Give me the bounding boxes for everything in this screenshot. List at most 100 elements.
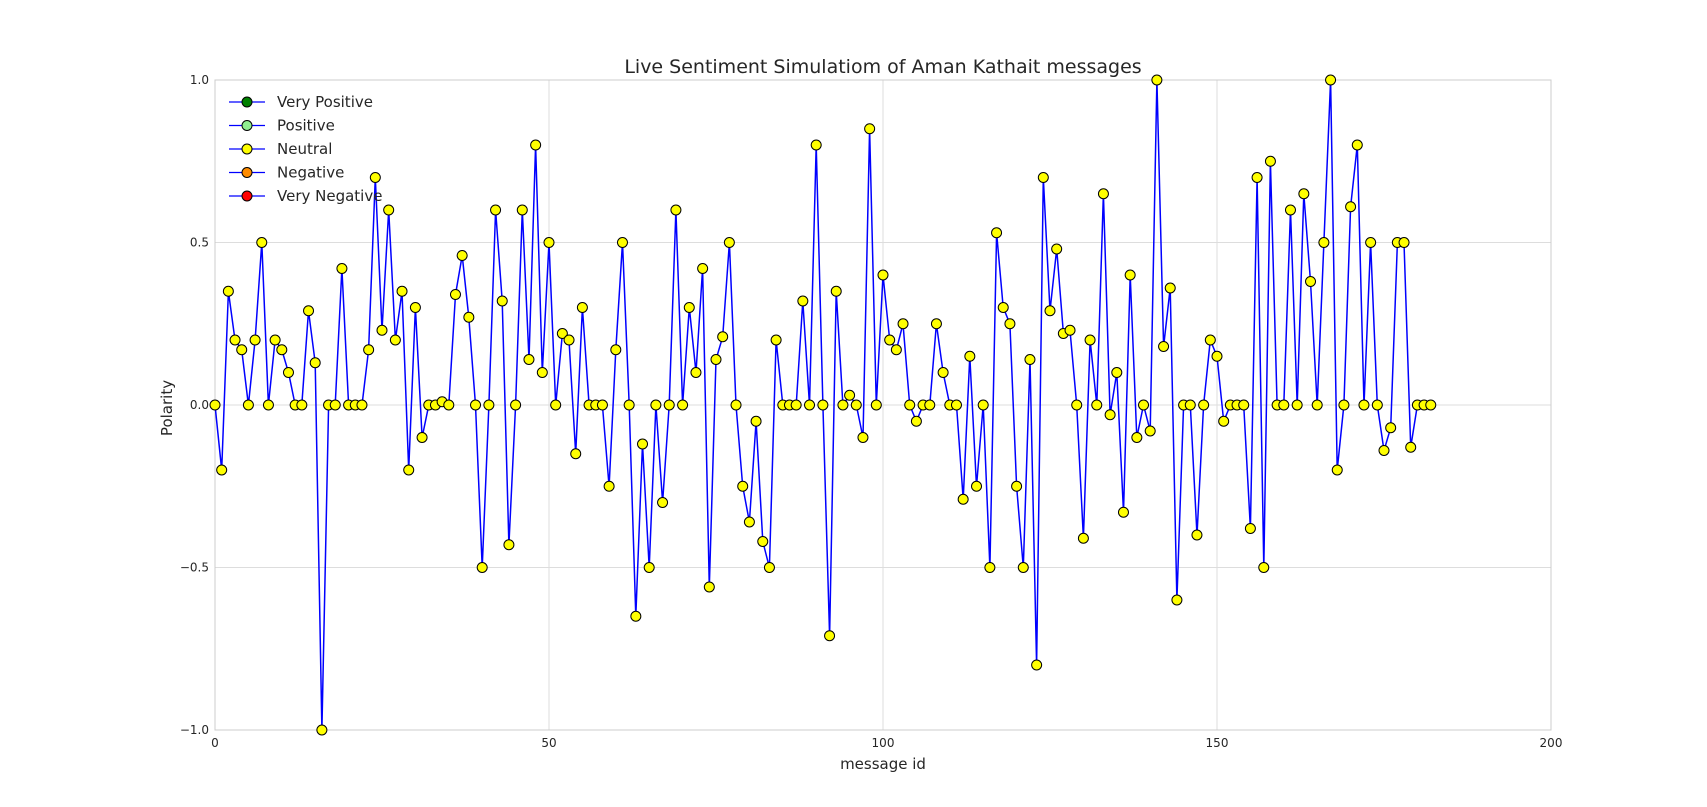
data-point (1198, 399, 1210, 411)
x-tick-label: 200 (1540, 736, 1563, 750)
data-point (496, 295, 508, 307)
data-point (616, 237, 628, 248)
data-point (470, 399, 482, 411)
data-point (576, 302, 588, 313)
data-point (984, 562, 996, 573)
data-point (864, 123, 876, 135)
data-point (563, 334, 575, 346)
data-point (1244, 523, 1256, 534)
data-point (1151, 74, 1163, 86)
data-point (830, 285, 842, 297)
data-point (1291, 399, 1303, 411)
data-point (1031, 659, 1043, 671)
data-point (1044, 305, 1056, 317)
y-axis-label: Polarity (158, 380, 176, 436)
data-point (443, 399, 455, 411)
data-point (870, 399, 882, 411)
data-point (463, 311, 475, 323)
data-point (677, 399, 689, 411)
x-tick-label: 100 (872, 736, 895, 750)
data-point (309, 357, 321, 369)
data-point (904, 399, 916, 411)
data-point (603, 480, 615, 492)
legend-label: Neutral (277, 140, 332, 158)
data-point (556, 328, 568, 339)
data-point (757, 536, 769, 547)
data-point (1251, 172, 1263, 183)
data-point (1051, 243, 1063, 255)
legend-marker (241, 96, 253, 108)
data-point (1064, 324, 1076, 336)
data-point (1385, 422, 1397, 434)
data-point (804, 399, 816, 411)
data-point (1011, 480, 1023, 492)
data-point (369, 172, 381, 183)
data-point (1325, 74, 1337, 86)
data-point (456, 250, 468, 261)
data-point (837, 399, 849, 411)
data-point (937, 367, 949, 378)
data-point (957, 493, 969, 505)
data-point (269, 334, 281, 346)
data-point (717, 331, 729, 343)
data-point (209, 399, 221, 411)
data-point (1264, 155, 1276, 167)
data-point (710, 354, 722, 365)
data-point (316, 724, 328, 736)
data-point (1171, 594, 1183, 606)
data-point (229, 334, 241, 346)
data-point (1211, 350, 1223, 362)
chart-title: Live Sentiment Simulatiom of Aman Kathai… (624, 56, 1141, 78)
data-point (336, 263, 348, 274)
y-tick-label: 0.5 (190, 236, 209, 250)
data-point (543, 237, 555, 248)
data-point (1144, 425, 1156, 437)
legend-marker (241, 120, 253, 131)
data-point (1331, 464, 1343, 476)
legend-label: Very Positive (277, 93, 373, 111)
data-point (376, 324, 388, 336)
data-point (296, 399, 308, 411)
legend-item: Negative (229, 164, 344, 182)
data-point (1004, 318, 1016, 330)
data-point (1318, 237, 1330, 248)
data-point (723, 237, 735, 248)
data-point (683, 302, 695, 313)
data-point (690, 367, 702, 378)
data-point (623, 399, 635, 411)
data-point (1305, 276, 1317, 287)
data-point (1405, 441, 1417, 453)
data-point (510, 399, 522, 411)
y-tick-label: −0.5 (180, 561, 209, 575)
data-point (303, 305, 315, 317)
data-point (1077, 532, 1089, 544)
data-point (1311, 399, 1323, 411)
data-point (1104, 409, 1116, 421)
legend-label: Very Negative (277, 187, 382, 205)
legend-marker (241, 190, 253, 202)
data-point (890, 344, 902, 356)
data-point (276, 344, 288, 356)
data-point (824, 630, 836, 642)
data-point (483, 399, 495, 411)
data-point (476, 562, 488, 573)
data-point (1378, 445, 1390, 456)
data-point (1084, 334, 1096, 346)
data-point (703, 581, 715, 593)
data-point (1278, 399, 1290, 411)
data-point (1238, 399, 1250, 411)
data-point (403, 464, 415, 476)
y-tick-label: −1.0 (180, 723, 209, 737)
data-point (523, 354, 535, 365)
data-point (730, 399, 742, 411)
data-point (570, 448, 582, 460)
x-tick-label: 150 (1206, 736, 1229, 750)
data-point (1138, 399, 1150, 411)
data-point (977, 399, 989, 411)
data-point (964, 350, 976, 362)
data-point (697, 263, 709, 274)
data-point (1358, 399, 1370, 411)
data-point (282, 367, 294, 378)
data-point (1398, 237, 1410, 248)
data-point (1071, 399, 1083, 411)
